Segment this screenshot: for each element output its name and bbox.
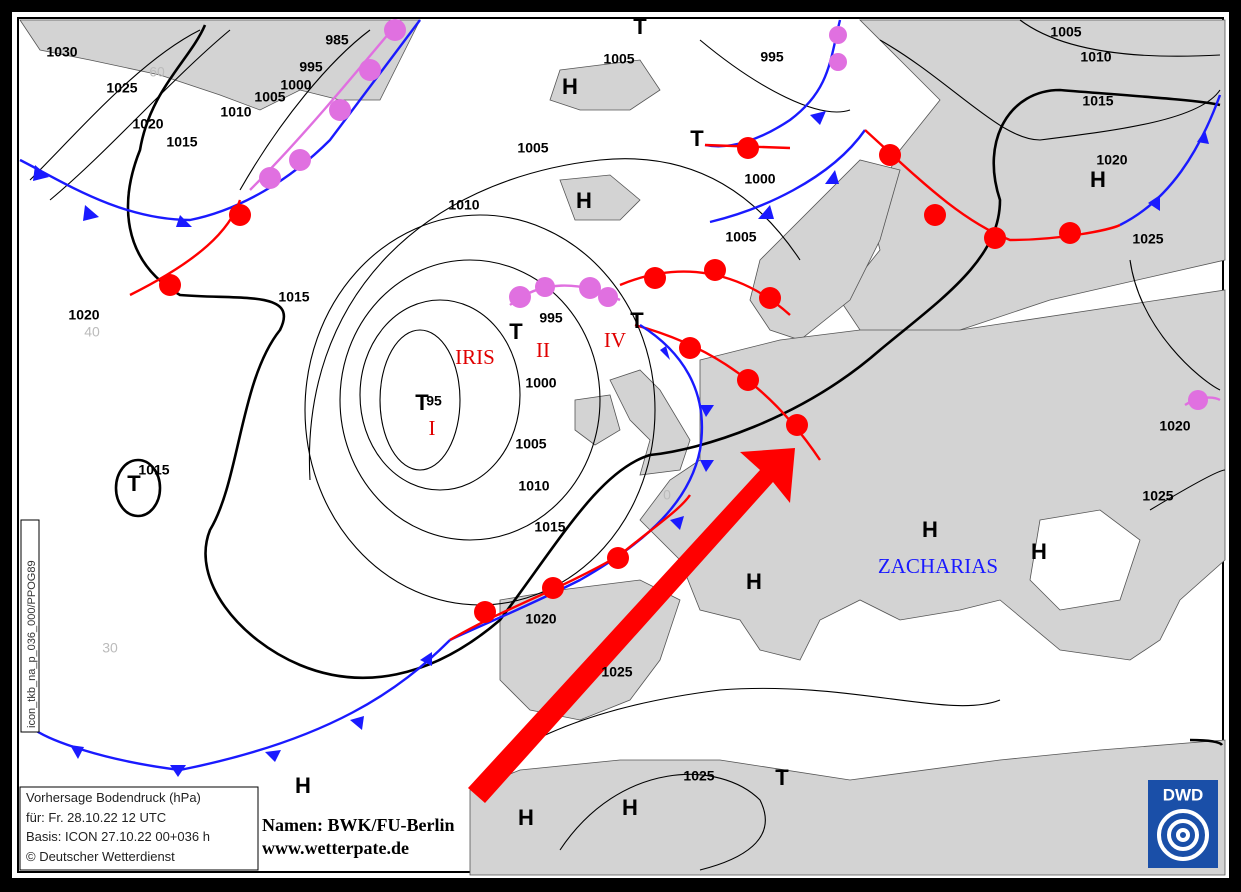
low-number: IV bbox=[604, 328, 626, 352]
isobar-label: 1015 bbox=[138, 462, 169, 478]
pressure-center: H bbox=[295, 773, 311, 798]
storm-name: ZACHARIAS bbox=[878, 554, 998, 578]
isobar-label: 1010 bbox=[1080, 49, 1111, 65]
graticule-label: 40 bbox=[84, 324, 100, 340]
credit-names: Namen: BWK/FU-Berlin bbox=[262, 815, 454, 835]
storm-name: IRIS bbox=[455, 345, 495, 369]
isobar-label: 1000 bbox=[744, 171, 775, 187]
isobars bbox=[29, 19, 1226, 871]
pressure-center: T bbox=[127, 471, 141, 496]
dwd-logo-text: DWD bbox=[1163, 785, 1204, 804]
isobar-label: 1015 bbox=[534, 519, 565, 535]
isobar-label: 1000 bbox=[280, 77, 311, 93]
isobar-label: 1000 bbox=[525, 375, 556, 391]
isobar-label: 985 bbox=[325, 32, 349, 48]
dwd-logo-swirl bbox=[1157, 809, 1209, 861]
pressure-center: H bbox=[622, 795, 638, 820]
isobar-label: 95 bbox=[426, 393, 442, 409]
info-copyright: © Deutscher Wetterdienst bbox=[26, 849, 175, 864]
pressure-center: H bbox=[562, 74, 578, 99]
info-basis: Basis: ICON 27.10.22 00+036 h bbox=[26, 829, 210, 844]
pressure-center: H bbox=[922, 517, 938, 542]
land bbox=[19, 19, 1226, 876]
isobar-label: 1020 bbox=[132, 116, 163, 132]
isobar-label: 1005 bbox=[603, 51, 634, 67]
isobar-label: 1025 bbox=[683, 768, 714, 784]
credit-url: www.wetterpate.de bbox=[262, 838, 409, 858]
isobar-label: 995 bbox=[760, 49, 784, 65]
isobar-label: 1005 bbox=[517, 140, 548, 156]
graticule-label: 30 bbox=[102, 640, 118, 656]
pressure-center: H bbox=[518, 805, 534, 830]
isobar-label: 995 bbox=[539, 310, 563, 326]
pressure-center: T bbox=[509, 319, 523, 344]
isobar-label: 1010 bbox=[518, 478, 549, 494]
isobar-label: 1020 bbox=[525, 611, 556, 627]
isobar-label: 1025 bbox=[1142, 488, 1173, 504]
pressure-center: T bbox=[775, 765, 789, 790]
pressure-center: T bbox=[633, 14, 647, 39]
pressure-center: H bbox=[1090, 167, 1106, 192]
pressure-center: H bbox=[1031, 539, 1047, 564]
flow-arrow bbox=[468, 448, 795, 803]
isobar-label: 1030 bbox=[46, 44, 77, 60]
isobar-label: 1020 bbox=[68, 307, 99, 323]
isobar-label: 1005 bbox=[515, 436, 546, 452]
isobar-label: 1020 bbox=[1159, 418, 1190, 434]
low-number: I bbox=[429, 416, 436, 440]
pressure-center: T bbox=[690, 126, 704, 151]
isobar-label: 1005 bbox=[1050, 24, 1081, 40]
labels: 6040300103010251020101510101005100099598… bbox=[46, 14, 1190, 830]
run-id-box bbox=[20, 519, 40, 733]
isobar-label: 1025 bbox=[601, 664, 632, 680]
info-title: Vorhersage Bodendruck (hPa) bbox=[26, 790, 201, 805]
run-id: icon_tkb_na_p_036_000/PPOG89 bbox=[26, 560, 38, 728]
isobar-label: 1025 bbox=[106, 80, 137, 96]
low-number: II bbox=[536, 338, 550, 362]
pressure-center: H bbox=[576, 188, 592, 213]
isobar-label: 1020 bbox=[1096, 152, 1127, 168]
graticule-label: 60 bbox=[149, 64, 165, 80]
isobar-label: 1005 bbox=[725, 229, 756, 245]
info-box bbox=[19, 786, 259, 871]
isobar-label: 1005 bbox=[254, 89, 285, 105]
info-valid: für: Fr. 28.10.22 12 UTC bbox=[26, 810, 166, 825]
isobar-label: 1015 bbox=[166, 134, 197, 150]
front-symbols bbox=[33, 19, 1209, 777]
isobar-label: 995 bbox=[299, 59, 323, 75]
isobar-label: 1010 bbox=[448, 197, 479, 213]
pressure-center: T bbox=[415, 390, 429, 415]
isobar-label: 1025 bbox=[1132, 231, 1163, 247]
pressure-center: H bbox=[746, 569, 762, 594]
isobar-label: 1015 bbox=[278, 289, 309, 305]
isobar-label: 1015 bbox=[1082, 93, 1113, 109]
pressure-center: T bbox=[630, 308, 644, 333]
isobar-1015 bbox=[114, 24, 1224, 746]
isobar-label: 1010 bbox=[220, 104, 251, 120]
graticule-label: 0 bbox=[663, 487, 671, 503]
